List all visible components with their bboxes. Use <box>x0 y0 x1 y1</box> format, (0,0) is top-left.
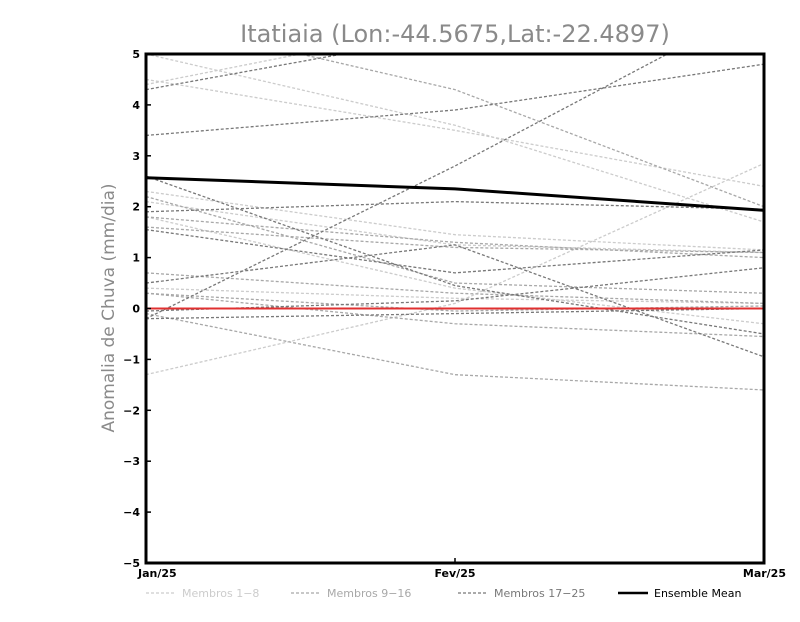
member-line <box>146 200 764 213</box>
y-tick-label: 1 <box>132 252 140 265</box>
member-line <box>146 54 764 223</box>
member-line <box>146 216 764 259</box>
member-line <box>146 195 764 294</box>
member-line <box>297 54 764 208</box>
y-tick-label: −3 <box>123 455 140 468</box>
member-line <box>146 287 764 305</box>
y-tick-label: 2 <box>132 201 140 214</box>
member-line <box>146 226 764 254</box>
member-line <box>146 307 764 320</box>
y-tick-label: 0 <box>132 303 140 316</box>
y-tick-label: 3 <box>132 150 140 163</box>
y-tick-label: 4 <box>132 99 140 112</box>
legend-label: Membros 9−16 <box>327 587 411 600</box>
member-line <box>146 267 764 312</box>
legend-label: Membros 17−25 <box>494 587 585 600</box>
legend-label: Membros 1−8 <box>182 587 259 600</box>
member-line <box>146 292 764 338</box>
chart-title: Itatiaia (Lon:-44.5675,Lat:-22.4897) <box>240 20 670 48</box>
member-line <box>146 228 764 274</box>
y-tick-label: −5 <box>123 557 140 570</box>
x-tick-label: Mar/25 <box>743 567 786 580</box>
ensemble-mean-line <box>146 176 764 212</box>
y-tick-label: −1 <box>123 353 140 366</box>
member-line <box>146 63 764 137</box>
y-tick-label: 5 <box>132 48 140 61</box>
member-line <box>146 162 764 376</box>
y-tick-label: −4 <box>123 506 140 519</box>
member-line <box>146 175 764 335</box>
member-line <box>146 272 764 305</box>
x-tick-label: Fev/25 <box>434 567 475 580</box>
member-line <box>146 244 764 358</box>
member-line <box>146 78 764 187</box>
member-line <box>146 54 669 320</box>
y-axis-label: Anomalia de Chuva (mm/dia) <box>99 183 119 432</box>
y-tick-label: −2 <box>123 404 140 417</box>
member-line <box>146 190 764 251</box>
x-tick-label: Jan/25 <box>137 567 177 580</box>
member-line <box>146 312 764 391</box>
legend-label: Ensemble Mean <box>654 587 741 600</box>
member-line <box>146 216 764 325</box>
